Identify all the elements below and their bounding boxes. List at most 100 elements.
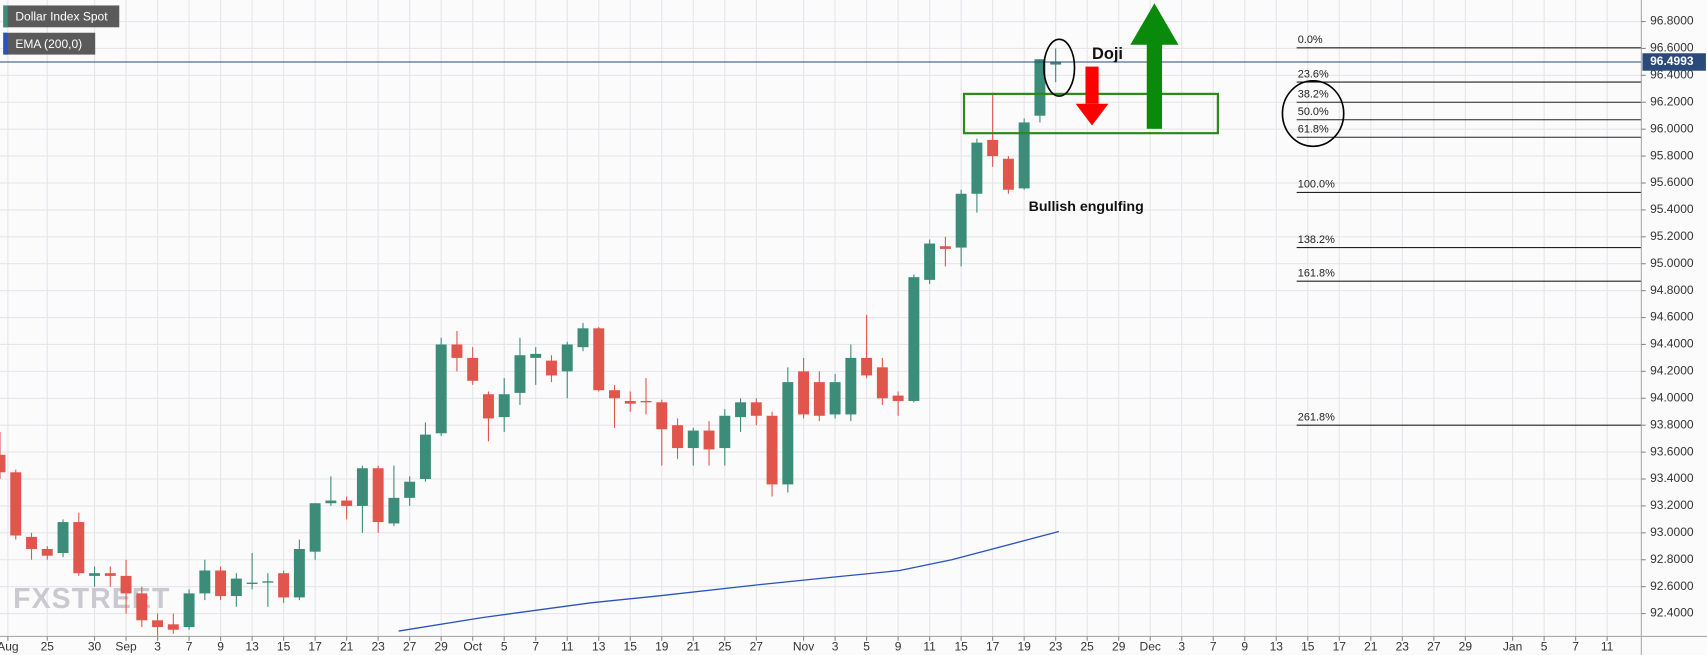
x-tick-label: 23	[1049, 640, 1063, 654]
x-tick-label: 23	[371, 640, 385, 654]
candle	[467, 347, 479, 385]
x-tick-label: 27	[750, 640, 764, 654]
annotation: Doji	[1092, 45, 1123, 63]
candle	[1018, 118, 1030, 190]
y-tick-label: 96.2000	[1650, 94, 1694, 108]
x-tick-label: 11	[561, 640, 574, 654]
candle	[451, 331, 463, 372]
x-tick-label: 19	[1017, 640, 1031, 654]
x-tick-label: 7	[1572, 640, 1579, 654]
candle	[498, 378, 510, 432]
candle	[530, 347, 542, 385]
x-tick-label: 30	[88, 640, 102, 654]
axes: 92.4000 92.6000 92.8000 93.0000 93.2000 93.40…	[0, 14, 1706, 654]
y-tick-label: 96.8000	[1650, 14, 1694, 28]
candle	[57, 519, 69, 558]
x-tick-label: Jan	[1503, 640, 1522, 654]
candle-body	[656, 402, 668, 430]
candle	[435, 337, 447, 436]
x-tick-label: 5	[1541, 640, 1548, 654]
candle	[0, 431, 6, 480]
x-tick-label: 3	[832, 640, 839, 654]
x-tick-label: 21	[687, 640, 701, 654]
x-tick-label: 15	[954, 640, 968, 654]
candle-body	[782, 382, 794, 485]
x-tick-label: 7	[1210, 640, 1217, 654]
candle	[388, 465, 400, 527]
x-tick-label: 17	[986, 640, 1000, 654]
arrow-head	[1130, 3, 1179, 45]
candle-body	[0, 454, 6, 473]
x-tick-label: 25	[1080, 640, 1094, 654]
candle	[987, 94, 999, 167]
candle	[199, 559, 211, 601]
candle	[514, 337, 526, 406]
x-tick-label: 17	[308, 640, 322, 654]
candle-body	[640, 400, 652, 403]
candle	[230, 573, 242, 607]
x-tick-label: 7	[186, 640, 193, 654]
last-price-box	[1642, 53, 1706, 71]
y-tick-label: 96.6000	[1650, 41, 1694, 55]
candle-body	[230, 578, 242, 597]
candle-body	[356, 468, 368, 506]
y-tick-label: 95.8000	[1650, 148, 1694, 162]
y-tick-label: 93.2000	[1650, 498, 1694, 512]
candle	[325, 476, 337, 506]
candle	[561, 341, 573, 399]
candle	[955, 189, 967, 267]
candle-body	[924, 243, 936, 280]
candle	[341, 496, 353, 520]
candle	[215, 566, 227, 601]
candle-body	[152, 620, 164, 628]
candle-body	[1018, 122, 1030, 189]
candle-body	[419, 434, 431, 480]
candle	[892, 391, 904, 416]
candle	[89, 566, 101, 587]
candle	[750, 398, 762, 426]
legend-box	[3, 32, 96, 55]
x-tick-label: Sep	[115, 640, 137, 654]
x-tick-label: 19	[655, 640, 669, 654]
x-tick-label: 27	[403, 640, 417, 654]
candle-body	[199, 570, 211, 594]
candle	[293, 539, 305, 601]
candle-body	[939, 246, 951, 249]
candle	[672, 418, 683, 459]
candle-body	[26, 536, 37, 549]
candle-body	[10, 472, 22, 536]
candle	[782, 367, 794, 493]
x-tick-label: 25	[718, 640, 732, 654]
candle-body	[451, 344, 463, 358]
x-tick-label: 9	[1241, 640, 1248, 654]
candle-body	[1002, 158, 1014, 190]
candle-body	[372, 468, 384, 523]
up-arrow	[1130, 3, 1179, 129]
candle-body	[766, 415, 778, 485]
candle-body	[57, 522, 69, 554]
candle-body	[845, 357, 857, 415]
x-tick-label: 13	[245, 640, 259, 654]
candle	[73, 512, 85, 576]
fib-label: 61.8%	[1298, 124, 1329, 136]
candle-body	[482, 394, 494, 419]
candle	[404, 476, 416, 506]
candle	[593, 326, 605, 392]
x-tick-label: 11	[923, 640, 936, 654]
x-tick-label: 3	[154, 640, 161, 654]
candle-body	[278, 573, 290, 598]
candle	[120, 559, 132, 614]
candle	[262, 573, 274, 607]
candle-body	[262, 581, 274, 583]
candle	[546, 355, 557, 383]
candle	[577, 322, 589, 352]
candle	[924, 239, 936, 284]
candle-body	[798, 371, 810, 415]
candle	[167, 613, 179, 634]
candle	[876, 357, 888, 406]
candle	[703, 421, 715, 466]
y-tick-label: 93.8000	[1650, 417, 1694, 431]
candle	[1050, 48, 1062, 83]
candle	[183, 589, 195, 630]
candle-body	[341, 500, 353, 506]
